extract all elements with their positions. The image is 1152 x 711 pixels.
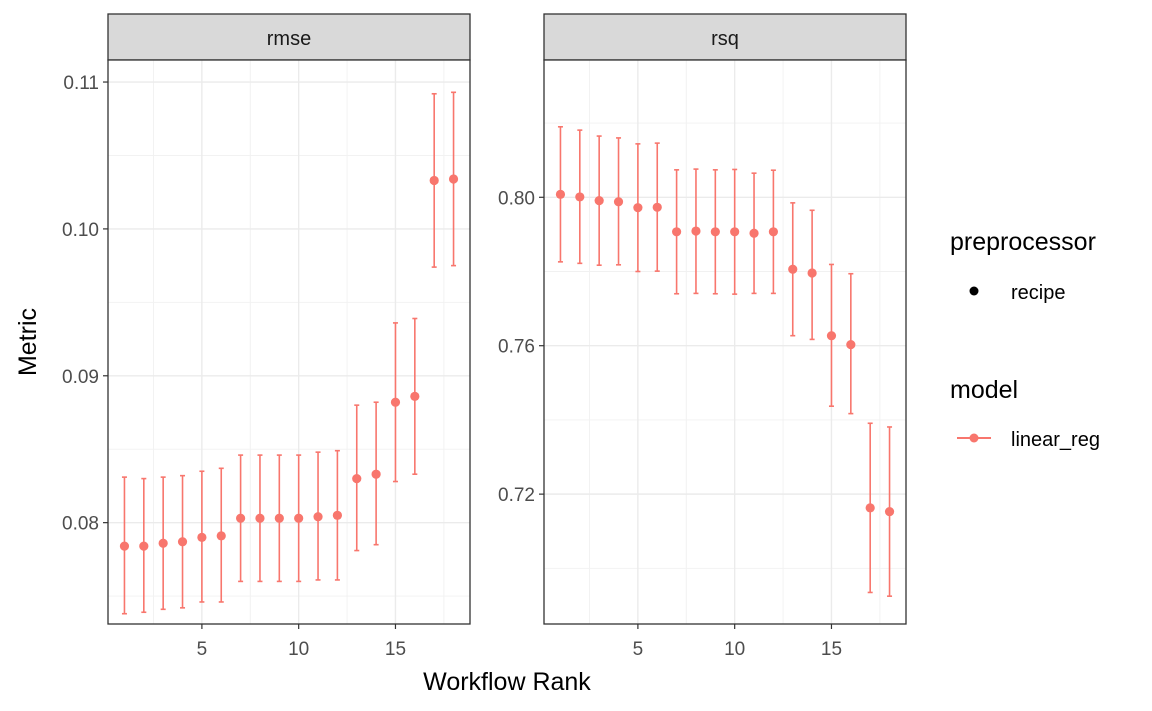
point-rmse-17 xyxy=(429,175,439,186)
facet-strip-label-rmse: rmse xyxy=(267,28,311,50)
point-rmse-6 xyxy=(216,531,226,541)
point-rmse-4 xyxy=(177,537,188,547)
y-tick-label-rmse-3: 0.11 xyxy=(63,73,99,94)
point-rsq-15 xyxy=(826,331,837,341)
point-rmse-11 xyxy=(313,512,323,522)
point-rmse-12 xyxy=(332,510,342,520)
point-rsq-7 xyxy=(672,227,682,237)
point-rsq-16 xyxy=(846,339,856,350)
facet-strip-label-rsq: rsq xyxy=(711,28,739,50)
legend-key-point-linear-reg xyxy=(969,433,979,443)
point-rsq-11 xyxy=(749,228,759,238)
point-rsq-10 xyxy=(730,227,740,237)
x-tick-label-rsq-15: 15 xyxy=(821,639,842,660)
panel-border-rmse xyxy=(107,59,471,625)
y-tick-label-rmse-1: 0.09 xyxy=(62,367,99,388)
point-rsq-14 xyxy=(807,268,817,278)
x-tick-label-rmse-10: 10 xyxy=(288,639,309,660)
point-rmse-1 xyxy=(119,541,130,551)
legend-key-recipe xyxy=(969,286,979,296)
point-rsq-8 xyxy=(691,226,701,236)
legend-title-model: model xyxy=(950,376,1018,404)
point-rsq-4 xyxy=(613,197,624,207)
point-rmse-10 xyxy=(294,513,304,523)
point-rsq-1 xyxy=(555,189,566,199)
point-rsq-18 xyxy=(884,506,895,517)
marks-rmse xyxy=(119,91,459,615)
point-rmse-2 xyxy=(139,541,149,551)
y-tick-label-rmse-2: 0.10 xyxy=(62,220,99,241)
y-tick-label-rsq-2: 0.80 xyxy=(498,188,535,209)
legend-label-recipe: recipe xyxy=(1011,282,1065,304)
y-tick-label-rmse-0: 0.08 xyxy=(62,514,99,535)
axes-rmse: 5 10 15 0.08 0.09 0.10 0.11 xyxy=(62,73,406,660)
grid-rmse xyxy=(108,60,470,624)
y-tick-label-rsq-1: 0.76 xyxy=(498,337,535,358)
facet-rsq: rsq 5 10 15 0.72 0.76 0.80 xyxy=(498,13,907,660)
x-tick-label-rmse-15: 15 xyxy=(385,639,406,660)
plot-panel-rsq xyxy=(544,60,906,624)
point-rmse-3 xyxy=(158,538,168,548)
marks-rsq xyxy=(555,125,895,597)
axes-rsq: 5 10 15 0.72 0.76 0.80 xyxy=(498,188,842,660)
point-rmse-8 xyxy=(255,513,265,523)
point-rsq-12 xyxy=(768,227,778,237)
x-tick-label-rsq-5: 5 xyxy=(633,639,644,660)
point-rmse-16 xyxy=(410,391,420,401)
x-tick-label-rmse-5: 5 xyxy=(197,639,208,660)
point-rsq-6 xyxy=(652,202,662,212)
point-rmse-7 xyxy=(236,513,246,523)
legend-title-preprocessor: preprocessor xyxy=(950,228,1096,256)
point-rsq-17 xyxy=(865,503,875,513)
point-rsq-2 xyxy=(575,192,585,202)
point-rsq-3 xyxy=(594,196,604,206)
grid-rsq xyxy=(544,60,906,624)
facet-rmse: rmse 5 10 15 0.08 0.09 0.10 0.11 xyxy=(62,13,471,660)
panel-border-rsq xyxy=(543,59,907,625)
legend-label-linear-reg: linear_reg xyxy=(1011,429,1100,451)
point-rmse-9 xyxy=(274,513,284,523)
legend: preprocessor recipe model linear_reg xyxy=(950,228,1100,451)
x-tick-label-rsq-10: 10 xyxy=(724,639,745,660)
point-rsq-5 xyxy=(633,203,643,213)
y-tick-label-rsq-0: 0.72 xyxy=(498,485,535,506)
point-rmse-13 xyxy=(352,473,362,484)
point-rmse-15 xyxy=(390,397,401,407)
x-axis-title: Workflow Rank xyxy=(423,668,591,696)
point-rmse-5 xyxy=(197,532,207,542)
point-rmse-18 xyxy=(448,174,459,184)
y-axis-title: Metric xyxy=(14,308,42,376)
facet-strip-rmse xyxy=(107,13,471,61)
point-rsq-9 xyxy=(710,227,720,237)
plot-panel-rmse xyxy=(108,60,470,624)
point-rmse-14 xyxy=(371,469,381,479)
point-rsq-13 xyxy=(788,264,798,274)
